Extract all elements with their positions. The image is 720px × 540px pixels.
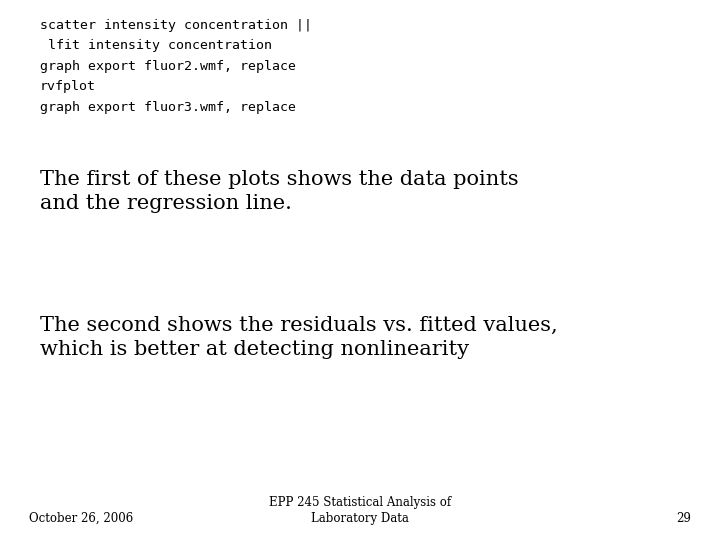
- Text: EPP 245 Statistical Analysis of
Laboratory Data: EPP 245 Statistical Analysis of Laborato…: [269, 496, 451, 525]
- Text: scatter intensity concentration ||: scatter intensity concentration ||: [40, 19, 312, 32]
- Text: graph export fluor3.wmf, replace: graph export fluor3.wmf, replace: [40, 101, 296, 114]
- Text: The first of these plots shows the data points
and the regression line.: The first of these plots shows the data …: [40, 170, 518, 213]
- Text: 29: 29: [676, 512, 691, 525]
- Text: October 26, 2006: October 26, 2006: [29, 512, 133, 525]
- Text: graph export fluor2.wmf, replace: graph export fluor2.wmf, replace: [40, 60, 296, 73]
- Text: rvfplot: rvfplot: [40, 80, 96, 93]
- Text: lfit intensity concentration: lfit intensity concentration: [40, 39, 271, 52]
- Text: The second shows the residuals vs. fitted values,
which is better at detecting n: The second shows the residuals vs. fitte…: [40, 316, 557, 359]
